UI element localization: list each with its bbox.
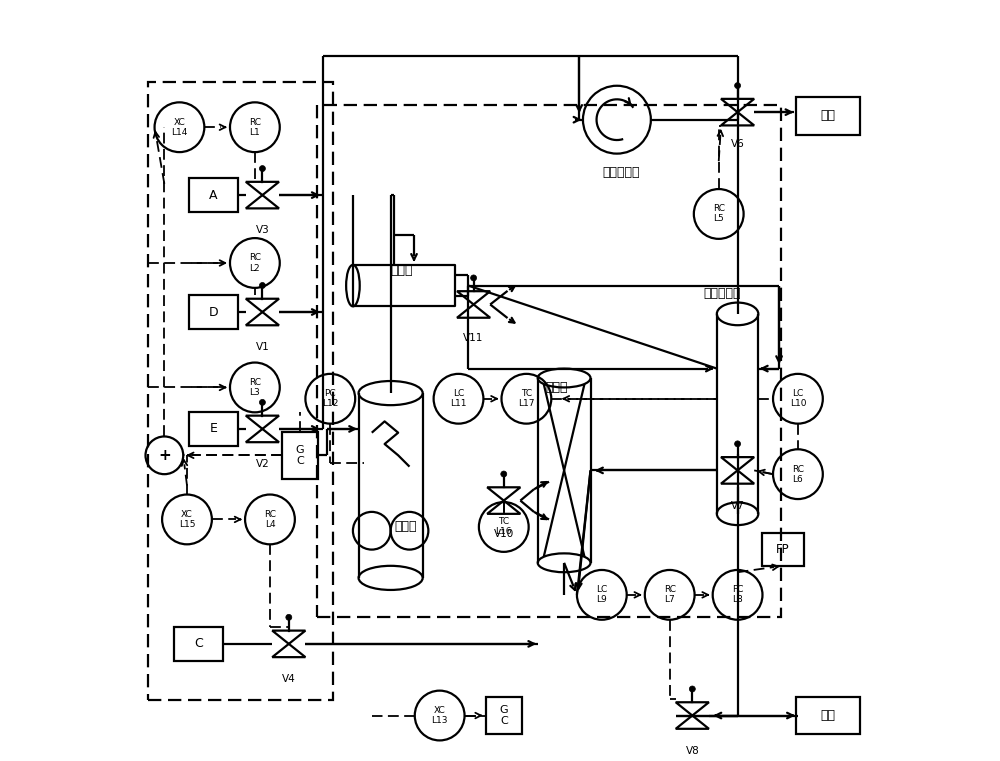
Text: LC
L10: LC L10 <box>790 389 806 408</box>
Text: FP: FP <box>776 543 790 556</box>
Text: +: + <box>158 447 171 463</box>
Text: FC
L8: FC L8 <box>732 585 743 604</box>
Text: V10: V10 <box>494 529 514 540</box>
Text: RC
L5: RC L5 <box>713 205 725 224</box>
Text: RC
L3: RC L3 <box>249 378 261 397</box>
Text: D: D <box>209 305 218 319</box>
Text: V11: V11 <box>463 333 484 343</box>
Circle shape <box>259 282 265 288</box>
Text: G
C: G C <box>499 705 508 726</box>
Text: 循环压缩机: 循环压缩机 <box>602 166 639 179</box>
Text: RC
L6: RC L6 <box>792 465 804 484</box>
Circle shape <box>689 686 695 692</box>
Text: C: C <box>194 638 203 651</box>
Text: V7: V7 <box>731 501 744 511</box>
Circle shape <box>259 166 265 171</box>
Text: V3: V3 <box>256 225 269 235</box>
Text: V8: V8 <box>685 746 699 756</box>
Text: LC
L11: LC L11 <box>450 389 467 408</box>
Text: 冷凝器: 冷凝器 <box>391 264 413 277</box>
Text: 废气: 废气 <box>821 110 836 123</box>
Text: V1: V1 <box>256 342 269 352</box>
Circle shape <box>286 614 292 620</box>
Text: XC
L15: XC L15 <box>179 510 195 529</box>
Text: TC
L16: TC L16 <box>496 517 512 537</box>
Text: V6: V6 <box>731 139 744 148</box>
Text: G
C: G C <box>296 445 304 466</box>
Text: XC
L13: XC L13 <box>431 706 448 725</box>
Text: 反应器: 反应器 <box>394 521 417 533</box>
Text: V2: V2 <box>256 459 269 469</box>
Text: A: A <box>209 189 218 202</box>
Text: LC
L9: LC L9 <box>596 585 607 604</box>
Text: PC
L12: PC L12 <box>322 389 338 408</box>
Text: E: E <box>209 422 217 435</box>
Circle shape <box>735 441 741 447</box>
Text: TC
L17: TC L17 <box>518 389 535 408</box>
Text: RC
L4: RC L4 <box>264 510 276 529</box>
Text: RC
L2: RC L2 <box>249 253 261 272</box>
Text: V4: V4 <box>282 674 296 684</box>
Circle shape <box>735 83 741 88</box>
Text: 气液分离器: 气液分离器 <box>704 287 741 300</box>
Text: XC
L14: XC L14 <box>171 118 188 137</box>
Circle shape <box>501 471 507 477</box>
Text: 产品: 产品 <box>821 709 836 722</box>
Text: 解析塔: 解析塔 <box>545 381 568 394</box>
Circle shape <box>259 400 265 406</box>
Text: RC
L7: RC L7 <box>664 585 676 604</box>
Text: RC
L1: RC L1 <box>249 118 261 137</box>
Circle shape <box>471 275 477 281</box>
